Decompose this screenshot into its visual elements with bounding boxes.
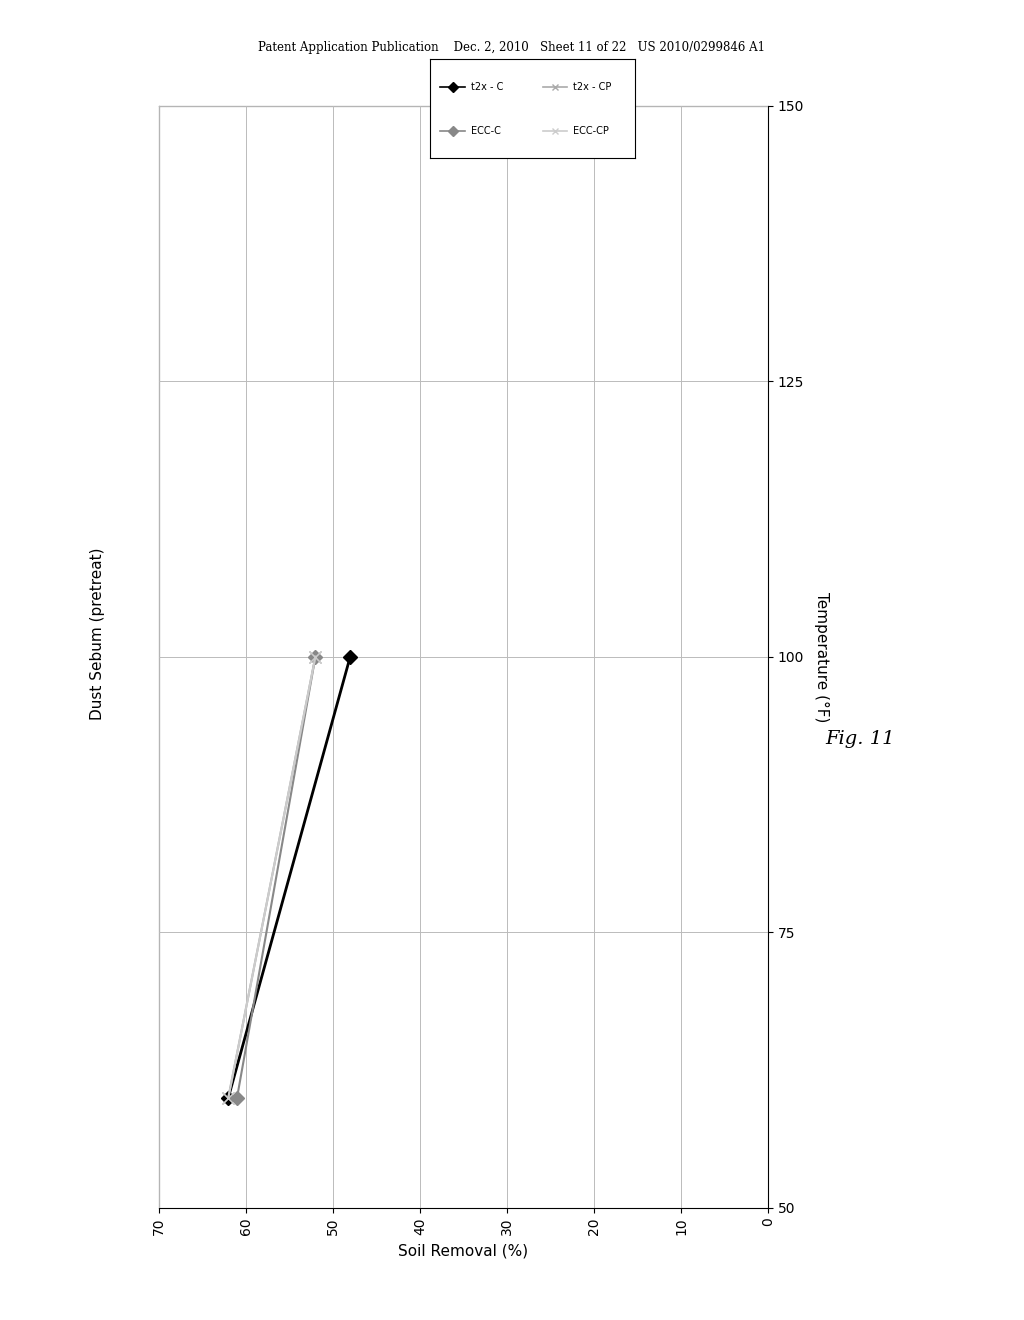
Text: Patent Application Publication    Dec. 2, 2010   Sheet 11 of 22   US 2010/029984: Patent Application Publication Dec. 2, 2… [258, 41, 766, 54]
Text: t2x - C: t2x - C [471, 82, 504, 92]
Text: Dust Sebum (pretreat): Dust Sebum (pretreat) [90, 548, 104, 719]
X-axis label: Soil Removal (%): Soil Removal (%) [398, 1243, 528, 1258]
Text: t2x - CP: t2x - CP [573, 82, 611, 92]
Text: ECC-CP: ECC-CP [573, 125, 609, 136]
Text: ECC-C: ECC-C [471, 125, 501, 136]
Text: Fig. 11: Fig. 11 [825, 730, 895, 748]
Y-axis label: Temperature (°F): Temperature (°F) [814, 591, 829, 722]
